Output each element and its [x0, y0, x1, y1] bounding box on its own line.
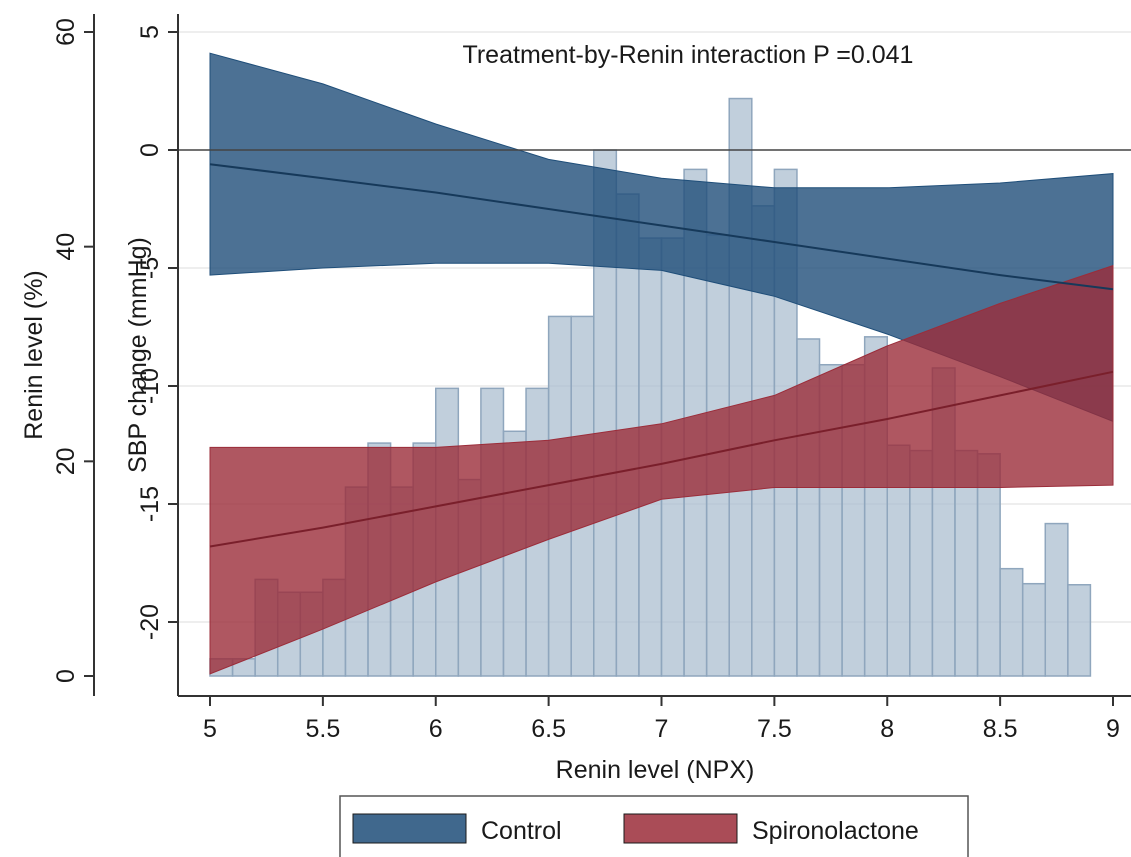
left-y-axis-title: Renin level (%)	[20, 270, 48, 440]
x-tick-label-8: 9	[1106, 715, 1120, 743]
x-tick-label-2: 6	[429, 715, 443, 743]
sbp-tick-label-4: -15	[136, 486, 164, 522]
right-y-axis-title: SBP change (mmHg)	[124, 237, 152, 473]
pct-tick-label-2: 20	[52, 447, 80, 475]
legend: Control Spironolactone	[339, 795, 969, 857]
x-tick-label-7: 8.5	[983, 715, 1018, 743]
confidence-bands	[209, 52, 1114, 675]
sbp-tick-label-3: -10	[136, 368, 164, 404]
sbp-tick-label-0: 5	[136, 25, 164, 39]
x-tick-label-6: 8	[880, 715, 894, 743]
interaction-annotation: Treatment-by-Renin interaction P =0.041	[463, 41, 914, 69]
fit-line-spironolactone	[209, 370, 1114, 548]
legend-label-control: Control	[481, 817, 562, 845]
x-tick-label-5: 7.5	[757, 715, 792, 743]
sbp-tick-label-1: 0	[136, 143, 164, 157]
legend-label-spironolactone: Spironolactone	[752, 817, 919, 845]
band-spironolactone	[209, 264, 1114, 675]
axes: 5 5.5 6 6.5 7 7.5 8 8.5 9 5 0 -5 -10 -15 -20 60 40 20 0	[52, 14, 1131, 743]
sbp-tick-label-2: -5	[136, 257, 164, 279]
x-axis-title: Renin level (NPX)	[556, 756, 755, 784]
sbp-tick-label-5: -20	[136, 604, 164, 640]
histogram-bar-36	[1021, 582, 1047, 677]
histogram-bar-38	[1067, 584, 1092, 677]
x-tick-label-4: 7	[655, 715, 669, 743]
legend-swatch-spironolactone	[623, 813, 738, 844]
fit-lines	[178, 149, 1131, 548]
fit-line-control	[209, 163, 1114, 291]
x-tick-label-0: 5	[203, 715, 217, 743]
x-tick-label-1: 5.5	[305, 715, 340, 743]
pct-tick-label-1: 40	[52, 233, 80, 261]
x-tick-label-3: 6.5	[531, 715, 566, 743]
histogram-bar-37	[1044, 522, 1069, 677]
histogram-bar-35	[999, 567, 1024, 677]
legend-swatch-control	[352, 813, 467, 844]
pct-tick-label-3: 0	[52, 669, 80, 683]
pct-tick-label-0: 60	[52, 18, 80, 46]
